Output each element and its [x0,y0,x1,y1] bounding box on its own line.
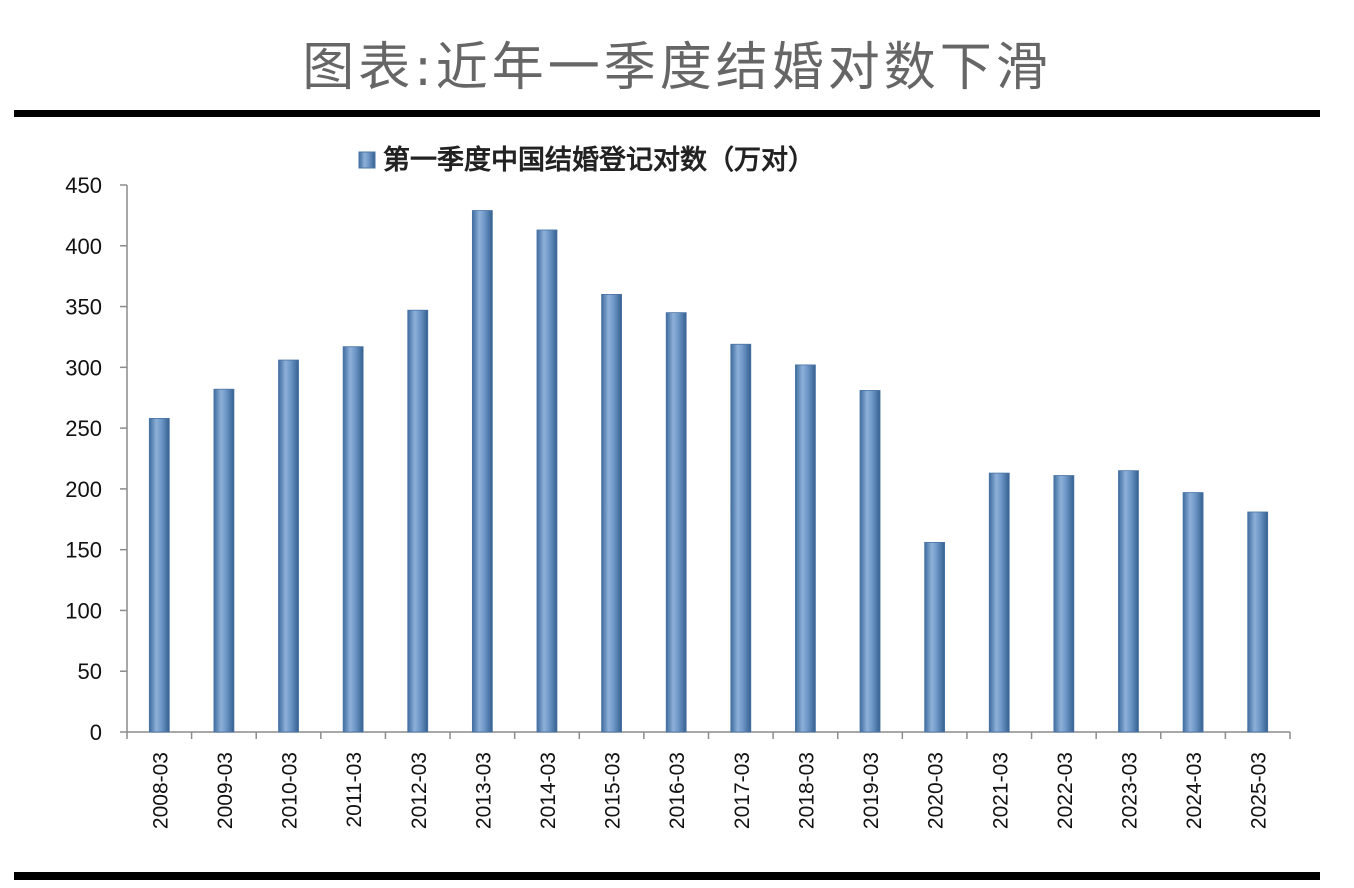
bar-2015-03 [601,293,622,733]
bar-2014-03 [536,229,558,733]
bottom-rule [14,872,1320,880]
x-tick-label: 2016-03 [666,752,689,829]
y-tick-label: 400 [65,234,102,259]
y-tick-label: 350 [65,295,102,320]
x-tick-label: 2010-03 [279,752,302,829]
bar-2020-03 [924,541,946,733]
bars [148,210,1269,733]
y-tick-label: 0 [90,720,102,745]
x-tick-label: 2008-03 [149,752,172,829]
top-rule [14,110,1320,117]
x-tick-label: 2012-03 [408,752,431,829]
bar-2017-03 [730,343,752,733]
x-tick-label: 2020-03 [925,752,948,829]
bar-chart: 第一季度中国结婚登记对数（万对） 0 50 100 150 200 250 300 350 40… [65,144,1291,829]
y-tick-label: 200 [65,477,102,502]
x-tick-label: 2011-03 [343,752,366,828]
bar-2012-03 [407,309,429,733]
x-tick-label: 2015-03 [602,752,625,829]
x-tick-label: 2021-03 [989,752,1012,829]
y-tick-label: 300 [65,355,102,380]
legend-label: 第一季度中国结婚登记对数（万对） [383,144,815,176]
y-tick-label: 250 [65,416,102,441]
x-tick-label: 2025-03 [1248,752,1271,829]
x-tick-label: 2018-03 [795,752,818,829]
page-title: 图表:近年一季度结婚对数下滑 [302,38,1052,98]
y-tick-label: 50 [78,659,102,684]
bar-2016-03 [665,312,687,733]
y-tick-label: 150 [65,538,102,563]
bar-2024-03 [1182,492,1204,733]
bar-2018-03 [795,364,816,733]
bar-2008-03 [148,417,170,733]
bar-2025-03 [1247,511,1269,733]
x-tick-label: 2017-03 [731,752,754,829]
x-tick-label: 2022-03 [1054,752,1077,829]
x-tick-label: 2014-03 [537,752,560,829]
bar-2009-03 [213,388,235,733]
x-tick-label: 2009-03 [214,752,237,829]
x-tick-label: 2019-03 [860,752,883,829]
legend: 第一季度中国结婚登记对数（万对） [358,144,815,176]
y-tick-label: 450 [65,173,102,198]
bar-2023-03 [1118,470,1139,733]
bar-2022-03 [1053,475,1075,733]
legend-swatch [358,151,376,169]
bar-2011-03 [342,346,364,733]
bar-2010-03 [278,359,299,733]
x-tick-label: 2023-03 [1118,752,1141,829]
y-axis: 0 50 100 150 200 250 300 350 400 450 [65,173,128,745]
bar-2021-03 [988,472,1010,733]
x-axis: 2008-03 2009-03 2010-03 2011-03 2012-03 2013-… [126,731,1291,829]
x-tick-label: 2013-03 [472,752,495,829]
bar-2013-03 [471,210,493,733]
x-tick-label: 2024-03 [1183,752,1206,829]
y-tick-label: 100 [65,598,102,623]
bar-2019-03 [859,390,881,733]
